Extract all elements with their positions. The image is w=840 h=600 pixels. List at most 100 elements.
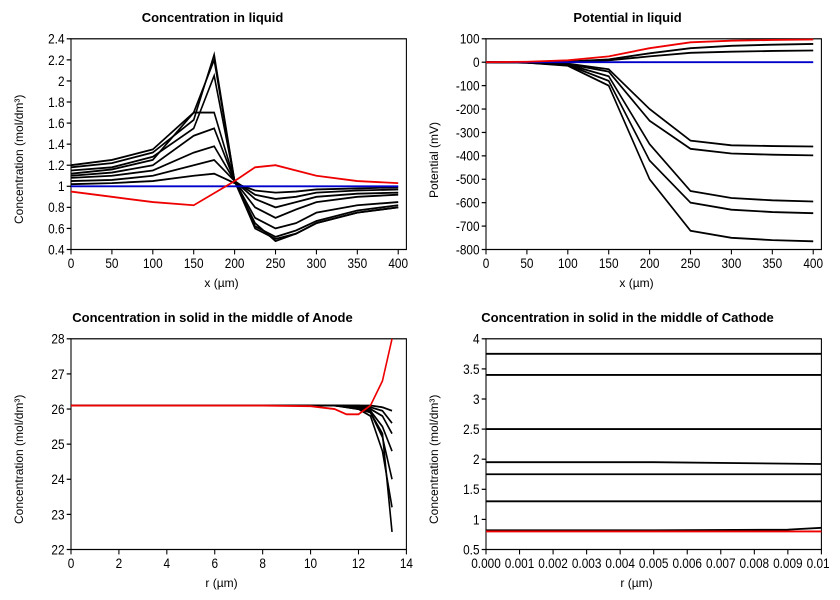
x-tick-label: 0.005 xyxy=(639,556,669,571)
series-line xyxy=(486,528,821,530)
panel-conc-cathode: Concentration in solid in the middle of … xyxy=(425,310,830,590)
y-tick-label: 28 xyxy=(51,332,64,347)
x-tick-label: 400 xyxy=(388,256,408,271)
series-line xyxy=(71,406,392,434)
x-axis-label: r (µm) xyxy=(620,576,652,590)
y-tick-label: 2 xyxy=(473,452,480,467)
x-tick-label: 4 xyxy=(164,556,171,571)
x-tick-label: 300 xyxy=(722,256,742,271)
y-axis-label: Concentration (mol/dm³) xyxy=(10,329,28,590)
x-tick-label: 0 xyxy=(68,256,75,271)
y-tick-label: 27 xyxy=(51,367,64,382)
x-tick-label: 200 xyxy=(225,256,245,271)
y-axis-label: Concentration (mol/dm³) xyxy=(10,29,28,290)
y-axis-label: Concentration (mol/dm³) xyxy=(425,329,443,590)
series-line xyxy=(486,51,813,63)
x-tick-label: 0.007 xyxy=(706,556,736,571)
x-tick-label: 0.002 xyxy=(538,556,568,571)
chart-title: Concentration in solid in the middle of … xyxy=(481,310,774,325)
x-tick-label: 0 xyxy=(68,556,75,571)
y-tick-label: -500 xyxy=(456,172,480,187)
chart-grid: Concentration in liquid Concentration (mo… xyxy=(10,10,830,590)
y-tick-label: 2 xyxy=(58,74,65,89)
plot-area: 0.000 0.0010.002 0.0030.004 0.0050.006 0.007… xyxy=(443,329,830,574)
x-tick-label: 50 xyxy=(105,256,118,271)
x-tick-label: 0.004 xyxy=(605,556,635,571)
y-tick-label: 1.6 xyxy=(48,116,64,131)
y-tick-label: 0 xyxy=(473,55,480,70)
y-tick-label: 1.4 xyxy=(48,137,64,152)
x-tick-label: 0 xyxy=(483,256,490,271)
y-tick-label: 0.4 xyxy=(48,243,64,258)
y-tick-label: -700 xyxy=(456,219,480,234)
panel-conc-liquid: Concentration in liquid Concentration (mo… xyxy=(10,10,415,290)
y-tick-label: 24 xyxy=(51,472,64,487)
y-tick-label: 1 xyxy=(58,179,65,194)
x-tick-label: 10 xyxy=(304,556,317,571)
x-axis-label: x (µm) xyxy=(204,276,238,290)
plot-area: 0246810121422232425262728 xyxy=(28,329,415,574)
series-line xyxy=(486,62,813,213)
x-tick-label: 14 xyxy=(400,556,413,571)
x-tick-label: 2 xyxy=(116,556,123,571)
x-tick-label: 0.010 xyxy=(807,556,830,571)
x-axis-label: x (µm) xyxy=(619,276,653,290)
plot-area: 0 50 100 150 200 250 300 350 400 -800 -700 -600 -500… xyxy=(443,29,830,274)
y-tick-label: 26 xyxy=(51,402,64,417)
y-tick-label: -400 xyxy=(456,149,480,164)
series-line xyxy=(486,62,813,146)
x-tick-label: 250 xyxy=(266,256,286,271)
x-tick-label: 350 xyxy=(762,256,782,271)
y-tick-label: 1.5 xyxy=(463,483,479,498)
y-tick-label: -100 xyxy=(456,79,480,94)
x-tick-label: 0.003 xyxy=(572,556,602,571)
series-line xyxy=(71,55,398,237)
chart-title: Potential in liquid xyxy=(573,10,681,25)
y-tick-label: 2.5 xyxy=(463,422,479,437)
y-tick-label: -800 xyxy=(456,243,480,258)
chart-title: Concentration in solid in the middle of … xyxy=(72,310,352,325)
y-tick-label: 1.8 xyxy=(48,95,64,110)
y-tick-label: -600 xyxy=(456,196,480,211)
x-tick-label: 350 xyxy=(347,256,367,271)
y-tick-label: -200 xyxy=(456,102,480,117)
x-tick-label: 300 xyxy=(307,256,327,271)
series-line xyxy=(71,128,398,218)
x-tick-label: 100 xyxy=(143,256,163,271)
x-tick-label: 0.000 xyxy=(471,556,501,571)
x-tick-label: 100 xyxy=(558,256,578,271)
panel-conc-anode: Concentration in solid in the middle of … xyxy=(10,310,415,590)
y-tick-label: 3 xyxy=(473,392,480,407)
y-tick-label: 23 xyxy=(51,508,64,523)
x-tick-label: 0.006 xyxy=(672,556,702,571)
series-line xyxy=(71,406,392,424)
x-tick-label: 0.008 xyxy=(740,556,770,571)
x-tick-label: 150 xyxy=(184,256,204,271)
x-tick-label: 400 xyxy=(803,256,823,271)
y-tick-label: 0.8 xyxy=(48,201,64,216)
y-tick-label: 1 xyxy=(473,513,480,528)
x-tick-label: 50 xyxy=(520,256,533,271)
x-tick-label: 0.001 xyxy=(505,556,535,571)
y-tick-label: -300 xyxy=(456,126,480,141)
y-tick-label: 1.2 xyxy=(48,158,64,173)
series-line xyxy=(71,406,392,532)
x-tick-label: 0.009 xyxy=(773,556,803,571)
y-tick-label: 25 xyxy=(51,437,64,452)
y-tick-label: 100 xyxy=(460,32,480,47)
y-tick-label: 4 xyxy=(473,332,480,347)
x-tick-label: 12 xyxy=(352,556,365,571)
y-axis-label: Potential (mV) xyxy=(425,29,443,290)
x-tick-label: 150 xyxy=(599,256,619,271)
series-line xyxy=(486,62,813,241)
panel-potential-liquid: Potential in liquid Potential (mV) 0 50 100 1… xyxy=(425,10,830,290)
x-tick-label: 250 xyxy=(681,256,701,271)
x-axis-label: r (µm) xyxy=(205,576,237,590)
y-tick-label: 0.6 xyxy=(48,222,64,237)
x-tick-label: 8 xyxy=(259,556,266,571)
y-tick-label: 2.4 xyxy=(48,32,64,47)
y-tick-label: 3.5 xyxy=(463,362,479,377)
x-tick-label: 200 xyxy=(640,256,660,271)
y-tick-label: 22 xyxy=(51,543,64,558)
chart-title: Concentration in liquid xyxy=(142,10,284,25)
